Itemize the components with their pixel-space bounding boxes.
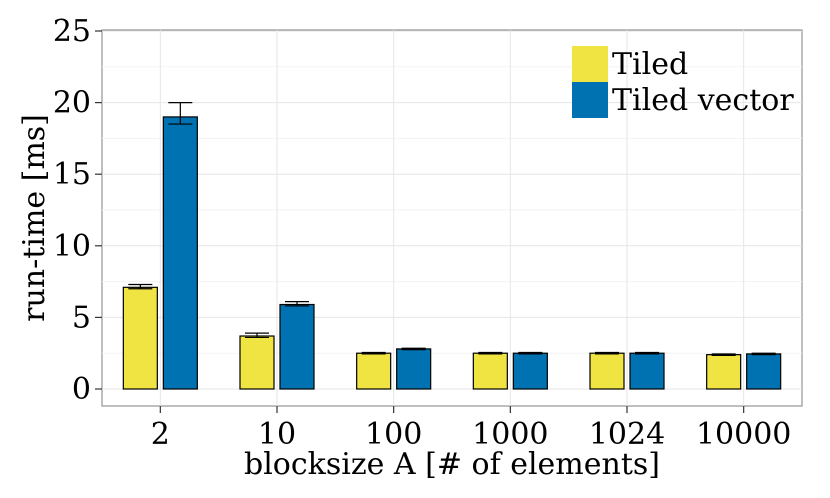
y-tick-label: 0 [72, 372, 91, 407]
bar [162, 116, 198, 390]
legend-key [572, 82, 608, 118]
bar [472, 352, 508, 390]
x-axis: 2 10 100 1000 1024 10000 [151, 406, 791, 452]
x-tick-label: 1000 [472, 417, 548, 452]
y-tick-label: 20 [53, 86, 91, 121]
y-tick-label: 10 [53, 229, 91, 264]
bar [512, 352, 548, 390]
bar [122, 286, 158, 390]
x-axis-title: blocksize A [# of elements] [244, 447, 660, 482]
bar [746, 353, 782, 390]
bars [122, 101, 782, 390]
x-tick-label: 10000 [696, 417, 791, 452]
bar [356, 352, 392, 390]
bar [629, 352, 665, 390]
bar [396, 348, 432, 390]
y-tick-label: 25 [53, 14, 91, 49]
bar [589, 352, 625, 390]
y-tick-label: 15 [53, 157, 91, 192]
y-tick-label: 5 [72, 300, 91, 335]
legend-label: Tiled [612, 47, 688, 82]
bar [279, 303, 315, 390]
y-axis: 0 5 10 15 20 25 [53, 14, 102, 407]
x-tick-label: 1024 [589, 417, 665, 452]
bar [239, 335, 275, 390]
plot-panel [101, 29, 803, 407]
y-axis-title: run-time [ms] [17, 114, 52, 322]
gridlines [102, 30, 802, 406]
x-tick-label: 2 [151, 417, 170, 452]
legend-key [572, 46, 608, 82]
x-tick-label: 100 [365, 417, 422, 452]
legend-label: Tiled vector [612, 83, 794, 118]
x-tick-label: 10 [258, 417, 296, 452]
bar [706, 354, 742, 390]
